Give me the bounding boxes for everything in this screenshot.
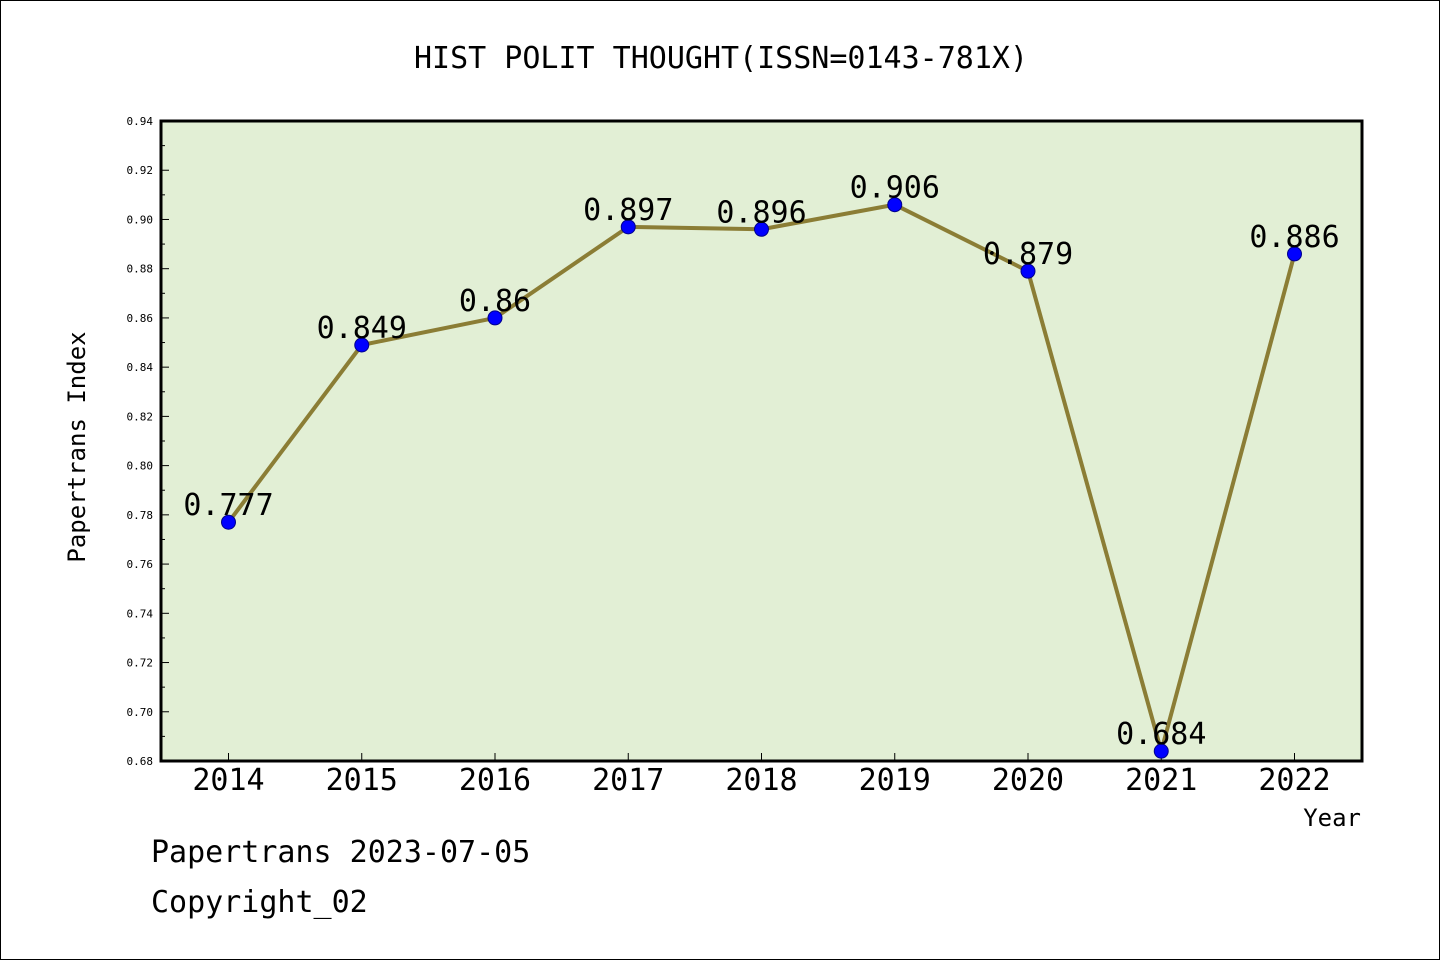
data-point (620, 219, 636, 235)
x-axis: 2014 2015 2016 2017 2018 2019 2020 2021 2022 (192, 753, 1331, 798)
chart-title: HIST POLIT THOUGHT(ISSN=0143-781X) (414, 41, 1028, 76)
y-tick-label: 0.84 (127, 361, 154, 374)
y-tick-label: 0.86 (127, 312, 154, 325)
y-tick-label: 0.74 (127, 607, 154, 620)
data-point (1020, 263, 1036, 279)
y-tick-label: 0.88 (127, 263, 154, 276)
y-tick-label: 0.90 (127, 213, 154, 226)
data-point-group (221, 197, 1302, 759)
data-label: 0.906 (850, 171, 940, 206)
y-tick-label: 0.94 (127, 115, 154, 128)
y-tick-label: 0.72 (127, 657, 154, 670)
data-label: 0.897 (583, 193, 673, 228)
x-axis-label: Year (1303, 804, 1361, 832)
data-point (221, 514, 236, 530)
data-label: 0.879 (983, 237, 1073, 272)
data-point (1153, 743, 1169, 759)
footer-date-text: Papertrans 2023-07-05 (151, 835, 531, 870)
x-tick-label: 2016 (459, 763, 531, 798)
data-point (887, 197, 903, 213)
data-label: 0.777 (183, 488, 273, 523)
data-label: 0.86 (459, 284, 531, 319)
x-tick-label: 2022 (1258, 763, 1330, 798)
data-label: 0.684 (1116, 717, 1206, 752)
y-tick-label: 0.78 (127, 509, 154, 522)
y-tick-label: 0.80 (127, 460, 154, 473)
data-point (354, 337, 370, 353)
data-label: 0.849 (317, 311, 407, 346)
y-axis-label: Papertrans Index (63, 331, 91, 562)
x-tick-label: 2020 (992, 763, 1064, 798)
x-tick-label: 2019 (859, 763, 931, 798)
y-axis: 0.68 0.70 0.72 0.74 0.76 0.78 0.80 0.82 0.84 0.86… (127, 115, 169, 768)
x-tick-label: 2021 (1125, 763, 1197, 798)
x-tick-label: 2017 (592, 763, 664, 798)
y-tick-label: 0.92 (127, 164, 154, 177)
y-tick-label: 0.82 (127, 410, 154, 423)
footer-copyright-text: Copyright_02 (151, 885, 368, 920)
data-point (487, 310, 503, 326)
data-point (1287, 246, 1302, 262)
x-tick-label: 2018 (725, 763, 797, 798)
y-tick-label: 0.68 (127, 755, 154, 768)
data-label: 0.896 (716, 195, 806, 230)
x-tick-label: 2014 (192, 763, 264, 798)
x-tick-label: 2015 (326, 763, 398, 798)
data-label: 0.886 (1249, 220, 1339, 255)
y-tick-label: 0.70 (127, 706, 154, 719)
y-tick-label: 0.76 (127, 558, 154, 571)
data-point (754, 221, 769, 237)
data-label-group: 0.777 0.849 0.86 0.897 0.896 0.906 0.879 0.684 0… (183, 171, 1339, 752)
